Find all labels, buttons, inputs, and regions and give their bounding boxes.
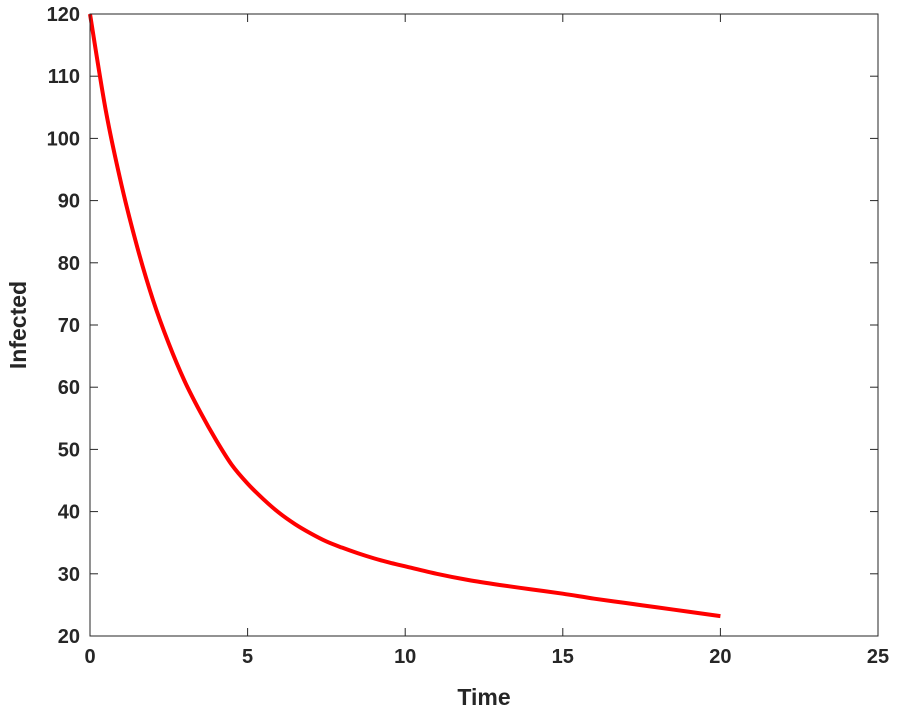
y-axis-title: Infected bbox=[5, 281, 31, 369]
y-tick-label: 120 bbox=[47, 4, 80, 26]
x-tick-label: 0 bbox=[84, 646, 95, 668]
y-tick-label: 100 bbox=[47, 128, 80, 150]
x-tick-label: 15 bbox=[552, 646, 574, 668]
x-tick-label: 20 bbox=[709, 646, 731, 668]
y-tick-label: 110 bbox=[48, 66, 80, 88]
y-tick-label: 40 bbox=[58, 502, 80, 524]
axes-box bbox=[89, 13, 879, 637]
y-tick-label: 50 bbox=[58, 439, 80, 461]
x-axis-title: Time bbox=[457, 684, 510, 710]
y-tick-label: 80 bbox=[58, 253, 80, 275]
y-tick-label: 30 bbox=[58, 564, 80, 586]
x-tick-label: 5 bbox=[242, 646, 253, 668]
tick-labels: 0 5 10 15 20 25 20 30 40 50 60 70 80 90 100 110 120 bbox=[47, 4, 890, 668]
y-tick-label: 90 bbox=[58, 191, 80, 213]
y-tick-label: 70 bbox=[58, 315, 80, 337]
x-tick-label: 10 bbox=[394, 646, 416, 668]
plot-area bbox=[90, 14, 878, 636]
y-tick-label: 60 bbox=[58, 377, 80, 399]
y-tick-label: 20 bbox=[58, 626, 80, 648]
x-tick-label: 25 bbox=[867, 646, 889, 668]
series-line-infected bbox=[88, 13, 721, 619]
series-layer bbox=[88, 13, 721, 619]
